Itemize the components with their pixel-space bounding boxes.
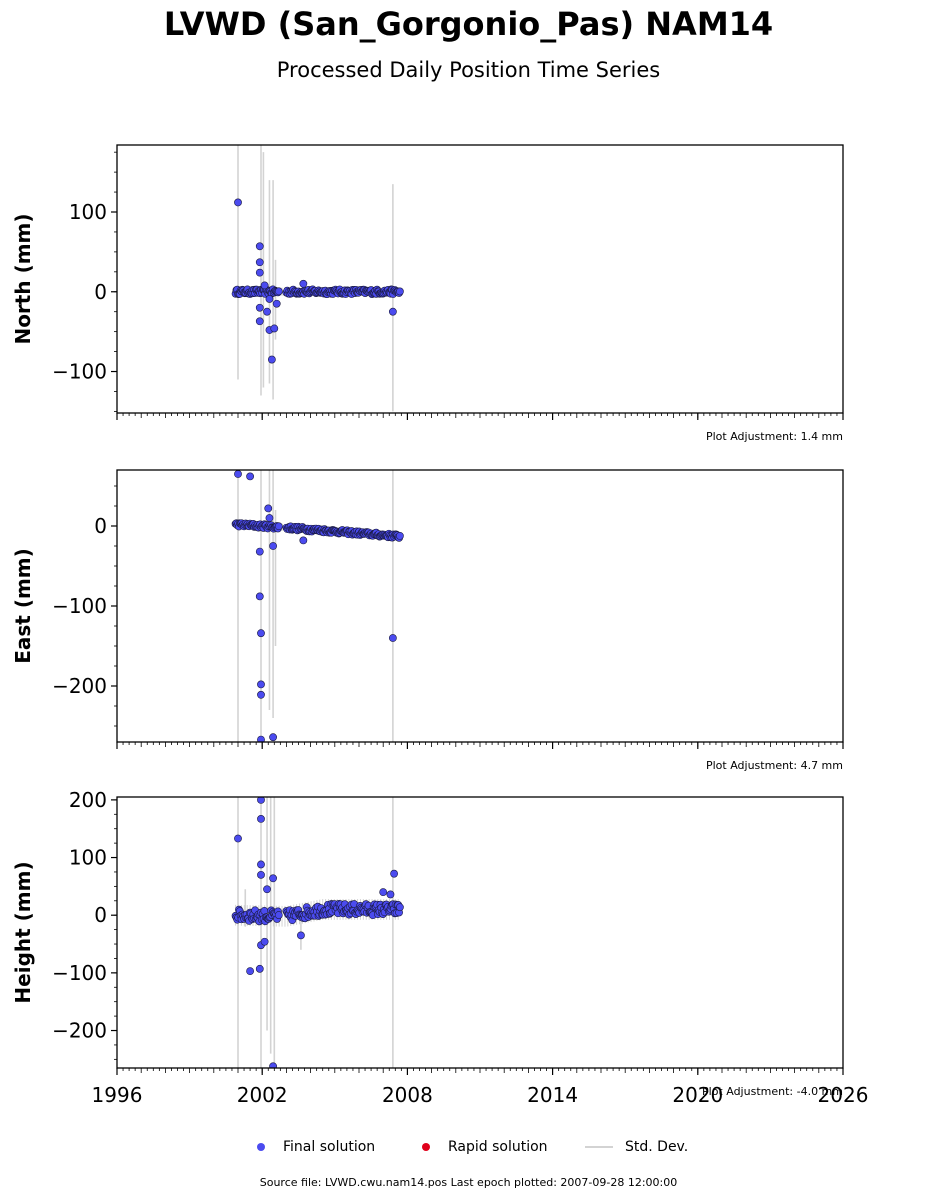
north-data-point <box>388 307 397 316</box>
x-tick-label: 1996 <box>92 1083 143 1107</box>
height-data-point <box>379 888 388 897</box>
east-data-point <box>264 504 273 513</box>
height-data-point <box>246 967 254 976</box>
north-data-point <box>265 295 274 303</box>
north-y-tick-label: 100 <box>69 200 107 224</box>
north-data-point <box>299 279 308 288</box>
height-y-axis-label: Height (mm) <box>11 861 35 1003</box>
time-series-plots: −100 0 100 North (mm) Plot Adjustment: 1.4 m… <box>11 144 869 1107</box>
height-data-point <box>395 903 404 912</box>
east-data-point <box>269 542 277 550</box>
height-y-tick-label: −200 <box>52 1019 107 1043</box>
x-tick-label: 2026 <box>818 1083 869 1107</box>
east-data-point <box>257 629 265 638</box>
north-data-point <box>255 258 264 267</box>
legend-final-solution: Final solution <box>257 1137 375 1157</box>
north-data-point <box>255 317 264 326</box>
north-y-tick-label: 0 <box>94 280 107 304</box>
legend-std-dev: Std. Dev. <box>585 1137 688 1157</box>
height-plot-area <box>231 797 404 1068</box>
legend-rapid-label: Rapid solution <box>448 1139 548 1155</box>
height-data-point <box>263 885 271 894</box>
north-data-point <box>260 281 269 290</box>
height-data-point <box>257 860 265 869</box>
east-y-axis-label: East (mm) <box>11 548 35 664</box>
height-data-point <box>234 834 242 843</box>
north-data-point <box>395 287 404 296</box>
height-data-point <box>255 964 264 973</box>
height-frame <box>116 796 844 1069</box>
east-data-point <box>265 514 274 522</box>
height-data-point <box>386 890 395 899</box>
east-y-tick-label: −200 <box>52 674 107 698</box>
x-tick-label: 2002 <box>237 1083 288 1107</box>
north-y-axis-label: North (mm) <box>11 213 35 344</box>
east-data-point <box>246 472 254 481</box>
north-plot-adjustment: Plot Adjustment: 1.4 mm <box>706 430 843 443</box>
height-data-point <box>269 1062 277 1068</box>
north-data-point <box>255 303 264 312</box>
height-y-tick-label: 200 <box>69 788 107 812</box>
height-data-point <box>257 870 265 879</box>
chart-title: LVWD (San_Gorgonio_Pas) NAM14 <box>163 5 774 43</box>
east-y-tick-label: −100 <box>52 594 107 618</box>
east-data-point <box>388 634 397 642</box>
legend-rapid-solution: Rapid solution <box>422 1137 548 1157</box>
north-data-point <box>270 324 279 333</box>
x-tick-label: 2020 <box>672 1083 723 1107</box>
legend-final-label: Final solution <box>283 1139 376 1155</box>
rapid-solution-marker-icon <box>422 1143 430 1151</box>
east-plot-adjustment: Plot Adjustment: 4.7 mm <box>706 759 843 772</box>
north-y-tick-label: −100 <box>52 360 107 384</box>
north-data-point <box>255 268 264 277</box>
height-data-point <box>257 797 265 804</box>
height-data-point <box>390 869 398 878</box>
north-plot-area <box>231 145 404 412</box>
east-data-point <box>257 680 265 689</box>
east-data-point <box>234 470 242 478</box>
east-data-point <box>255 547 264 556</box>
north-data-point <box>234 198 242 207</box>
chart-subtitle: Processed Daily Position Time Series <box>276 58 661 82</box>
height-plot-adjustment: Plot Adjustment: -4.0 mm <box>702 1085 843 1098</box>
height-data-point <box>269 874 277 883</box>
east-frame <box>116 469 844 743</box>
east-y-tick-label: 0 <box>94 514 107 538</box>
height-data-point <box>297 931 305 940</box>
north-frame <box>116 144 844 414</box>
north-data-point <box>263 307 271 316</box>
east-data-point <box>269 733 277 742</box>
east-plot-area <box>231 470 404 742</box>
height-y-tick-label: 0 <box>94 903 107 927</box>
legend-std-label: Std. Dev. <box>625 1139 689 1155</box>
east-data-point <box>257 735 265 742</box>
east-data-point <box>257 690 265 699</box>
x-tick-label: 2014 <box>527 1083 578 1107</box>
final-solution-marker-icon <box>257 1143 265 1151</box>
height-data-point <box>257 815 265 823</box>
height-y-tick-label: −100 <box>52 961 107 985</box>
legend: Final solution Rapid solution Std. Dev. <box>0 1137 937 1157</box>
north-data-point <box>267 355 276 364</box>
east-data-point <box>395 531 404 540</box>
height-data-point <box>260 937 269 946</box>
east-data-point <box>299 536 308 545</box>
height-data-point <box>274 911 283 919</box>
east-data-point <box>255 592 264 601</box>
std-dev-line-icon <box>585 1146 613 1148</box>
x-tick-label: 2008 <box>382 1083 433 1107</box>
north-data-point <box>255 242 264 251</box>
east-data-point <box>274 522 283 531</box>
north-data-point <box>272 299 281 308</box>
height-y-tick-label: 100 <box>69 846 107 870</box>
source-footer: Source file: LVWD.cwu.nam14.pos Last epo… <box>259 1176 678 1189</box>
north-data-point <box>274 287 283 296</box>
